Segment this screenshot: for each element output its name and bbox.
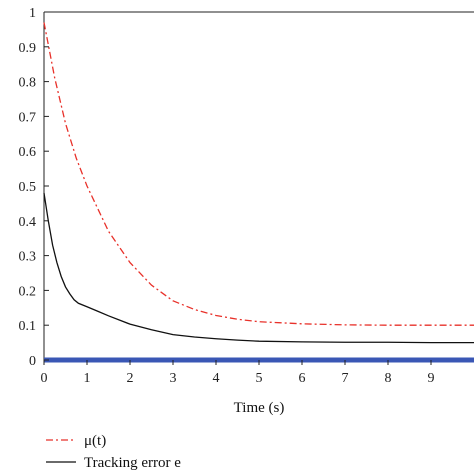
y-tick-label: 0.1 — [19, 319, 37, 334]
legend: μ(t) Tracking error e — [46, 433, 181, 471]
x-tick-label: 4 — [213, 371, 220, 386]
series-layer — [43, 22, 474, 363]
legend-label-0: μ(t) — [84, 433, 106, 449]
x-tick-label: 0 — [41, 371, 48, 386]
series-line-1 — [43, 192, 474, 344]
y-tick-label: 0.6 — [19, 145, 37, 160]
x-tick-label: 5 — [256, 371, 263, 386]
x-tick-label: 7 — [342, 371, 349, 386]
x-axis-title: Time (s) — [234, 400, 285, 416]
x-tick-label: 8 — [385, 371, 392, 386]
x-tick-label: 3 — [170, 371, 177, 386]
legend-label-1: Tracking error e — [84, 455, 181, 471]
y-tick-label: 0.3 — [19, 250, 37, 265]
y-tick-label: 1 — [29, 6, 36, 21]
y-tick-label: 0.8 — [19, 76, 37, 91]
y-tick-label: 0 — [29, 354, 36, 369]
y-tick-label: 0.9 — [19, 41, 37, 56]
series-line-0 — [43, 22, 474, 326]
y-axis-ticks: 0 0.1 0.2 0.3 0.4 0.5 0.6 0.7 0.8 0.9 1 — [19, 6, 49, 369]
x-tick-label: 2 — [127, 371, 134, 386]
y-tick-label: 0.5 — [19, 180, 37, 195]
x-tick-label: 1 — [84, 371, 91, 386]
x-axis-ticks: 0 1 2 3 4 5 6 7 8 9 — [41, 360, 435, 386]
y-tick-label: 0.2 — [19, 284, 37, 299]
x-tick-label: 6 — [299, 371, 306, 386]
plot-frame — [43, 11, 474, 360]
x-tick-label: 9 — [428, 371, 435, 386]
y-tick-label: 0.7 — [19, 110, 37, 125]
y-tick-label: 0.4 — [19, 215, 37, 230]
